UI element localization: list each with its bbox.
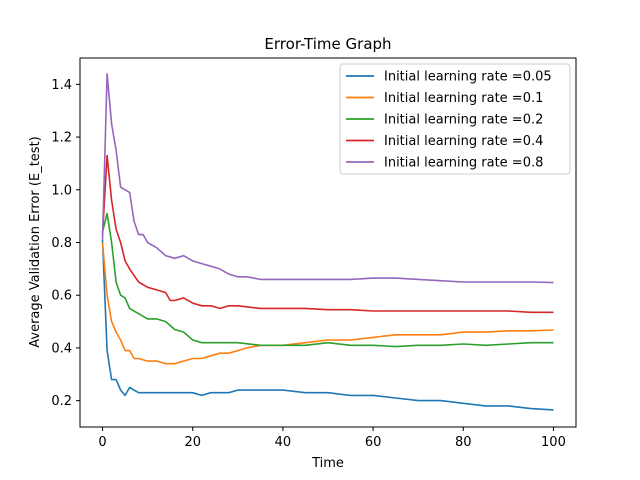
- y-tick-label: 1.2: [51, 131, 72, 146]
- series-line-5: [101, 73, 554, 284]
- y-axis-label: Average Validation Error (E_test): [28, 136, 43, 348]
- legend-box: [339, 63, 571, 175]
- y-tick-label: 0.4: [51, 341, 72, 356]
- y-tick-label: 0.8: [51, 236, 72, 251]
- legend-label-3: Initial learning rate =0.2: [384, 113, 543, 128]
- legend-label-1: Initial learning rate =0.05: [384, 70, 552, 85]
- y-tick-label: 1.4: [51, 78, 72, 93]
- y-tick-label: 0.2: [51, 394, 72, 409]
- series-layer: [101, 73, 554, 411]
- series-line-1: [101, 239, 554, 411]
- x-axis: 0 20 40 60 80 100: [98, 427, 566, 450]
- x-tick-label: 80: [455, 435, 472, 450]
- series-line-2: [101, 242, 554, 365]
- series-line-3: [101, 212, 554, 348]
- y-axis: 0.2 0.4 0.6 0.8 1.0 1.2 1.4: [51, 78, 80, 409]
- plot-frame: [79, 57, 577, 428]
- legend-label-2: Initial learning rate =0.1: [384, 91, 543, 106]
- x-tick-label: 20: [184, 435, 201, 450]
- legend: Initial learning rate =0.05 Initial learn…: [339, 63, 571, 175]
- chart-title: Error-Time Graph: [264, 35, 391, 53]
- x-axis-label: Time: [311, 456, 344, 471]
- x-tick-label: 100: [541, 435, 566, 450]
- y-tick-label: 0.6: [51, 289, 72, 304]
- legend-label-5: Initial learning rate =0.8: [384, 156, 543, 171]
- y-tick-label: 1.0: [51, 183, 72, 198]
- x-tick-label: 60: [365, 435, 382, 450]
- x-tick-label: 0: [98, 435, 106, 450]
- x-tick-label: 40: [275, 435, 292, 450]
- legend-label-4: Initial learning rate =0.4: [384, 134, 543, 149]
- series-line-4: [101, 154, 554, 314]
